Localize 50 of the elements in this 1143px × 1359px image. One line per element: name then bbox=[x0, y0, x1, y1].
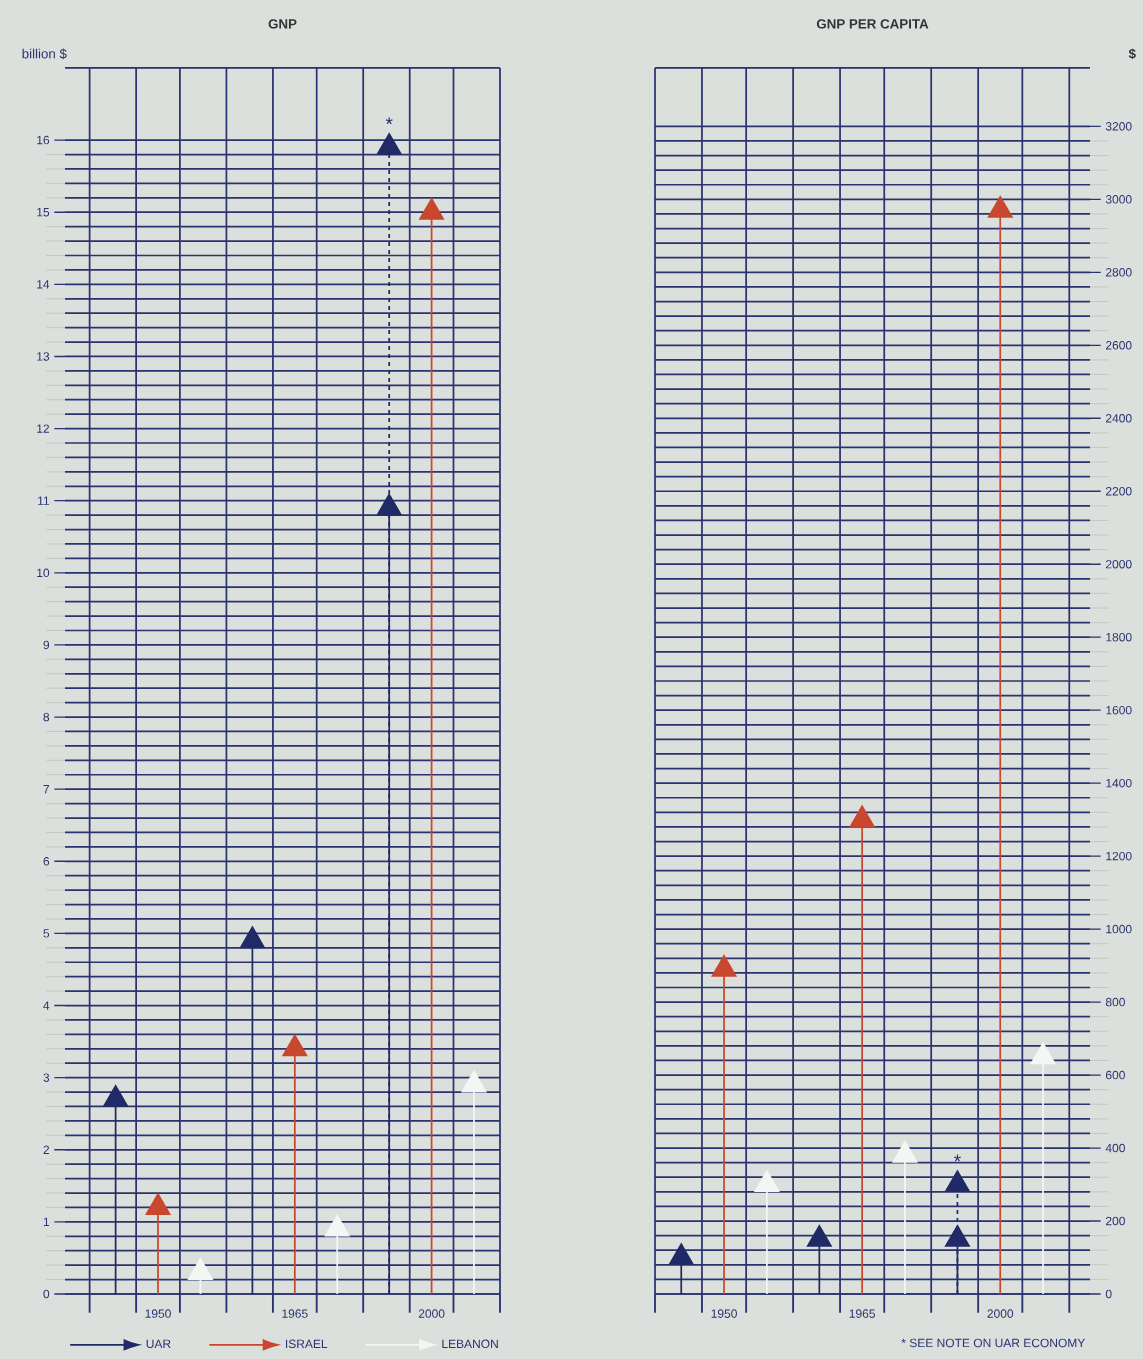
annotation: * bbox=[954, 1154, 961, 1162]
x-tick-label: 1950 bbox=[711, 1309, 737, 1318]
x-tick-label: 1950 bbox=[145, 1309, 171, 1318]
y-tick-label: 13 bbox=[37, 352, 50, 361]
y-tick-label: 1 bbox=[43, 1217, 50, 1227]
y-tick-label: 0 bbox=[43, 1289, 50, 1299]
y-tick-label: 10 bbox=[37, 568, 50, 578]
legend-label: UAR bbox=[146, 1339, 171, 1349]
y-tick-label: 0 bbox=[1105, 1289, 1112, 1299]
y-tick-label: 12 bbox=[37, 424, 50, 433]
y-tick-label: 8 bbox=[43, 712, 50, 722]
y-tick-label: 15 bbox=[37, 208, 50, 217]
y-tick-label: 1400 bbox=[1106, 778, 1132, 788]
y-tick-label: 1000 bbox=[1106, 924, 1132, 934]
y-tick-label: 1800 bbox=[1106, 632, 1132, 642]
legend-label: ISRAEL bbox=[286, 1339, 328, 1349]
y-tick-label: 400 bbox=[1105, 1143, 1125, 1153]
y-tick-label: 7 bbox=[43, 785, 50, 794]
y-tick-label: 5 bbox=[43, 929, 50, 938]
y-tick-label: 3200 bbox=[1105, 122, 1132, 131]
y-tick-label: 6 bbox=[43, 857, 50, 866]
chart-title: GNP bbox=[268, 19, 297, 29]
y-tick-label: 2000 bbox=[1106, 559, 1132, 569]
y-tick-label: 2 bbox=[43, 1145, 50, 1154]
x-tick-label: 2000 bbox=[987, 1309, 1014, 1318]
y-tick-label: 16 bbox=[37, 135, 50, 145]
y-tick-label: 14 bbox=[37, 280, 50, 289]
y-tick-label: 2600 bbox=[1106, 341, 1132, 350]
y-tick-label: 1600 bbox=[1106, 705, 1132, 715]
x-tick-label: 1965 bbox=[282, 1309, 308, 1318]
y-tick-label: 3000 bbox=[1105, 195, 1132, 204]
y-axis-title: $ bbox=[1128, 48, 1136, 60]
y-tick-label: 600 bbox=[1106, 1070, 1125, 1080]
y-tick-label: 9 bbox=[43, 640, 50, 650]
text: * SEE NOTE ON UAR ECONOMY bbox=[901, 1338, 1086, 1348]
legend-label: LEBANON bbox=[442, 1339, 498, 1349]
y-tick-label: 200 bbox=[1106, 1216, 1125, 1226]
y-tick-label: 11 bbox=[38, 496, 50, 505]
y-tick-label: 2200 bbox=[1106, 487, 1132, 496]
y-tick-label: 1200 bbox=[1106, 851, 1132, 861]
x-tick-label: 1965 bbox=[849, 1309, 875, 1318]
y-tick-label: 3 bbox=[43, 1073, 50, 1082]
y-tick-label: 800 bbox=[1105, 997, 1125, 1007]
y-tick-label: 2800 bbox=[1106, 268, 1132, 277]
x-tick-label: 2000 bbox=[418, 1309, 445, 1318]
annotation: * bbox=[385, 117, 393, 125]
y-axis-title: billion $ bbox=[22, 48, 67, 60]
y-tick-label: 2400 bbox=[1106, 414, 1132, 423]
chart-title: GNP PER CAPITA bbox=[816, 19, 929, 29]
y-tick-label: 4 bbox=[43, 1001, 50, 1010]
